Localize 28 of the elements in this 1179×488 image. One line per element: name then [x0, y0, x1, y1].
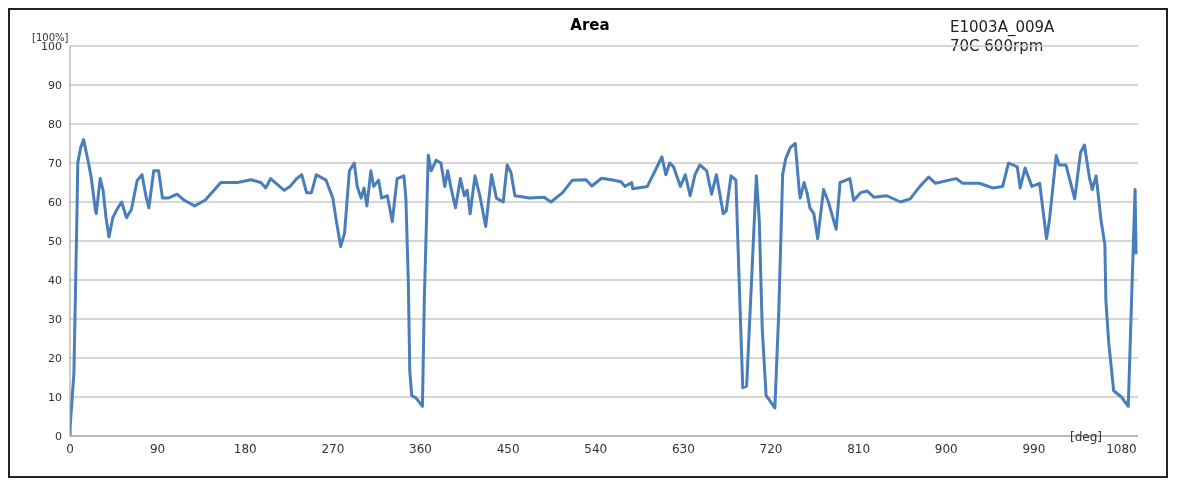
y-tick-label: 50 [48, 234, 62, 248]
y-tick-label: 90 [48, 78, 62, 92]
x-tick-label: 0 [66, 441, 74, 456]
y-tick-label: 20 [48, 351, 62, 365]
x-tick-label: 180 [233, 441, 257, 456]
y-tick-label: 60 [48, 195, 62, 209]
x-tick-label: 90 [149, 441, 166, 456]
y-tick-label: 40 [48, 273, 62, 287]
x-tick-label: 270 [321, 441, 345, 456]
y-tick-label: 80 [48, 117, 62, 131]
annotation: 70C 600rpm [950, 37, 1045, 56]
x-tick-label: 900 [934, 441, 958, 456]
y-tick-label: 30 [48, 312, 62, 326]
x-tick-label: 450 [496, 441, 520, 456]
text: E1003A_009A [950, 18, 1055, 37]
x-tick-label: 810 [847, 441, 871, 456]
x-tick-label: 630 [671, 441, 695, 456]
y-tick-label: 0 [55, 429, 62, 443]
x-axis-title: [deg] [1070, 430, 1102, 444]
y-axis-title: [100%] [32, 32, 69, 43]
x-tick-label: 720 [759, 441, 783, 456]
y-tick-label: 70 [48, 156, 62, 170]
y-tick-label: 10 [48, 390, 62, 404]
x-tick-label: 990 [1022, 441, 1046, 456]
x-tick-label: 1080 [1106, 441, 1137, 456]
x-tick-label: 540 [584, 441, 608, 456]
chart-title: Area [570, 16, 610, 34]
x-tick-label: 360 [409, 441, 432, 456]
